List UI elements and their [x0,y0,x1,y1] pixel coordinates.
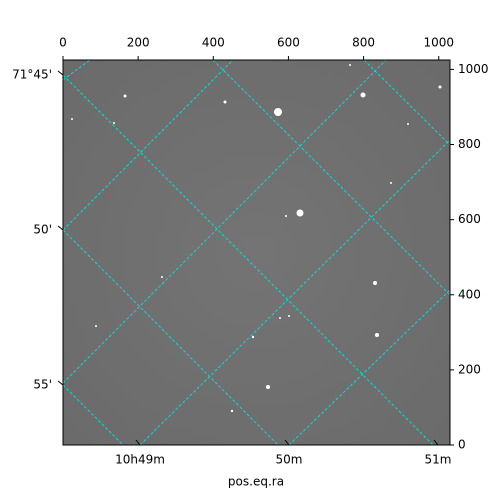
world-grid [62,59,451,446]
x-axis-label: pos.eq.ra [228,475,284,489]
x-tick-label: 1000 [423,36,454,50]
dec-label: 71°45' [12,68,52,82]
sky-image [63,60,450,445]
x-tick-label: 0 [59,36,67,50]
x-tick-label: 400 [202,36,225,50]
world-ticks [57,70,439,446]
y-tick-label: 800 [458,137,481,151]
stars [71,64,442,413]
ra-label: 10h49m [115,453,165,467]
y-tick-label: 400 [458,287,481,301]
y-tick-label: 0 [458,438,466,452]
dec-label: 50' [33,223,52,237]
x-tick-label: 800 [352,36,375,50]
dec-label: 55' [33,378,52,392]
y-tick-label: 600 [458,212,481,226]
y-tick-label: 1000 [458,62,489,76]
ra-label: 50m [276,453,303,467]
x-tick-label: 200 [127,36,150,50]
y-tick-label: 200 [458,362,481,376]
x-tick-label: 600 [277,36,300,50]
frame [62,59,451,446]
ra-label: 51m [425,453,452,467]
